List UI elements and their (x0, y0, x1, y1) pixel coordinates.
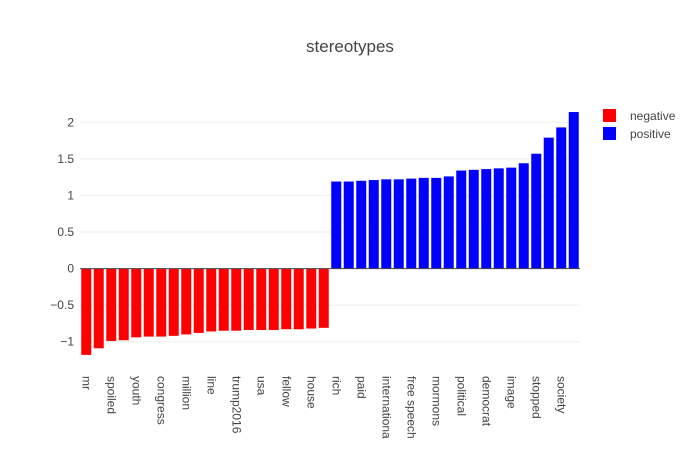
bar-positive[interactable] (468, 169, 479, 269)
bar-negative[interactable] (168, 268, 179, 336)
x-tick-label: democrat (479, 376, 493, 427)
bar-negative[interactable] (93, 268, 104, 349)
legend[interactable]: negative positive (603, 109, 676, 141)
y-tick-label: 0.5 (57, 225, 74, 239)
bar-positive[interactable] (431, 177, 442, 269)
bar-negative[interactable] (131, 268, 142, 338)
x-tick-label: mr (79, 376, 93, 390)
chart-title: stereotypes (306, 37, 394, 56)
bar-positive[interactable] (506, 167, 517, 269)
bar-negative[interactable] (243, 268, 254, 331)
legend-swatch-positive[interactable] (603, 127, 616, 140)
bar-positive[interactable] (543, 137, 554, 269)
x-tick-label: image (504, 376, 518, 409)
x-axis-ticks: mr spoiled youth congress million line trump20… (79, 376, 568, 439)
legend-label-positive[interactable]: positive (630, 127, 671, 141)
y-axis-ticks: −1 −0.5 0 0.5 1 1.5 2 (50, 115, 74, 348)
bar-positive[interactable] (331, 181, 342, 269)
bar-positive[interactable] (381, 179, 392, 269)
bar-positive[interactable] (418, 177, 429, 269)
y-tick-label: 1 (67, 188, 74, 202)
bar-positive[interactable] (456, 170, 467, 269)
bar-negative[interactable] (256, 268, 267, 331)
legend-swatch-negative[interactable] (603, 109, 616, 122)
bar-positive[interactable] (393, 179, 404, 269)
x-tick-label: society (554, 376, 568, 413)
x-tick-label: internationa (379, 376, 393, 439)
bar-negative[interactable] (281, 268, 292, 330)
bar-negative[interactable] (106, 268, 117, 341)
y-tick-label: 2 (67, 115, 74, 129)
bars (81, 112, 579, 355)
x-tick-label: paid (354, 376, 368, 399)
bar-negative[interactable] (193, 268, 204, 333)
x-tick-label: stopped (529, 376, 543, 419)
x-tick-label: mormons (429, 376, 443, 426)
x-tick-label: free speech (404, 376, 418, 439)
bar-negative[interactable] (81, 268, 92, 355)
y-tick-label: 1.5 (57, 152, 74, 166)
bar-positive[interactable] (568, 112, 579, 269)
bar-positive[interactable] (406, 178, 417, 269)
y-tick-label: −1 (60, 335, 74, 349)
x-tick-label: congress (154, 376, 168, 425)
y-tick-label: 0 (67, 262, 74, 276)
bar-positive[interactable] (518, 163, 529, 269)
bar-positive[interactable] (556, 127, 567, 269)
bar-negative[interactable] (318, 268, 329, 328)
x-tick-label: youth (129, 376, 143, 405)
bar-negative[interactable] (268, 268, 279, 331)
bar-positive[interactable] (343, 181, 354, 269)
x-tick-label: line (204, 376, 218, 395)
bar-negative[interactable] (181, 268, 192, 335)
x-tick-label: million (179, 376, 193, 410)
y-tick-label: −0.5 (50, 298, 74, 312)
legend-label-negative[interactable]: negative (630, 109, 676, 123)
x-tick-label: political (454, 376, 468, 416)
bar-negative[interactable] (306, 268, 317, 329)
bar-positive[interactable] (356, 180, 367, 269)
x-tick-label: spoiled (104, 376, 118, 414)
bar-negative[interactable] (231, 268, 242, 331)
x-tick-label: trump2016 (229, 376, 243, 434)
bar-negative[interactable] (156, 268, 167, 337)
x-tick-label: rich (329, 376, 343, 395)
bar-negative[interactable] (206, 268, 217, 332)
bar-negative[interactable] (293, 268, 304, 330)
bar-negative[interactable] (118, 268, 129, 341)
x-tick-label: usa (254, 376, 268, 396)
bar-positive[interactable] (493, 168, 504, 269)
bar-positive[interactable] (481, 169, 492, 269)
gridlines (80, 121, 580, 343)
bar-positive[interactable] (531, 153, 542, 269)
bar-positive[interactable] (368, 180, 379, 269)
x-tick-label: fellow (279, 376, 293, 407)
bar-negative[interactable] (218, 268, 229, 331)
bar-negative[interactable] (143, 268, 154, 337)
bar-positive[interactable] (443, 176, 454, 269)
x-tick-label: house (304, 376, 318, 409)
